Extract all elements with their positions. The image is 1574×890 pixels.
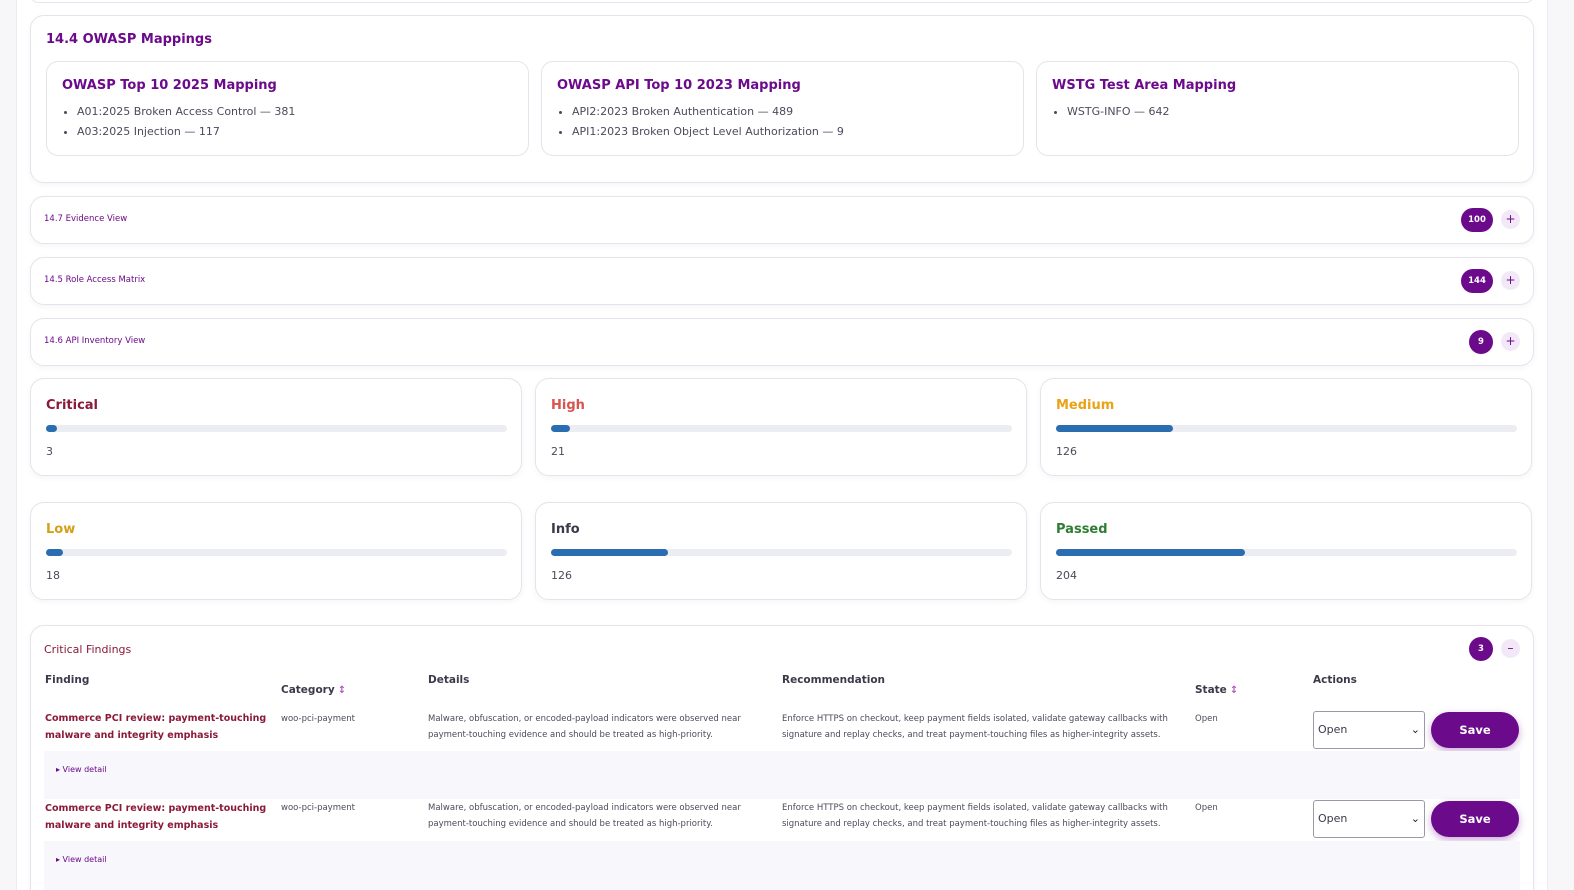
severity-count: 21	[551, 445, 565, 458]
mapping-group-title: OWASP API Top 10 2023 Mapping	[557, 78, 801, 93]
finding-category: woo-pci-payment	[281, 714, 355, 724]
finding-name: Commerce PCI review: payment-touching ma…	[45, 713, 267, 741]
severity-card-passed: Passed 204	[1040, 502, 1532, 600]
finding-state: Open	[1195, 714, 1218, 724]
severity-progress-track	[551, 549, 1012, 556]
section-label: 14.6 API Inventory View	[44, 336, 146, 346]
previous-section-card	[30, 0, 1534, 3]
critical-findings-card: Critical Findings 3 – Finding Category ↕ …	[30, 625, 1534, 890]
owasp-top10-mapping-card: OWASP Top 10 2025 Mapping A01:2025 Broke…	[46, 61, 529, 156]
finding-recommendation: Enforce HTTPS on checkout, keep payment …	[782, 714, 1168, 740]
column-header-actions: Actions	[1313, 674, 1357, 686]
save-button[interactable]: Save	[1431, 712, 1519, 748]
column-header-recommendation: Recommendation	[782, 674, 886, 686]
column-header-category[interactable]: Category ↕	[281, 684, 347, 696]
chevron-down-icon: ⌄	[1410, 812, 1420, 825]
severity-count: 18	[46, 569, 60, 582]
severity-progress-fill	[551, 425, 570, 432]
count-badge: 3	[1469, 637, 1493, 661]
severity-count: 126	[551, 569, 572, 582]
critical-findings-title: Critical Findings	[44, 643, 132, 656]
severity-count: 126	[1056, 445, 1077, 458]
count-badge: 100	[1461, 208, 1493, 232]
wstg-mapping-card: WSTG Test Area Mapping WSTG-INFO — 642	[1036, 61, 1519, 156]
owasp-mappings-card: 14.4 OWASP Mappings OWASP Top 10 2025 Ma…	[30, 15, 1534, 183]
collapse-icon[interactable]: –	[1501, 639, 1520, 658]
owasp-api-mapping-card: OWASP API Top 10 2023 Mapping API2:2023 …	[541, 61, 1024, 156]
severity-progress-fill	[46, 425, 58, 432]
section-role-access-matrix[interactable]: 14.5 Role Access Matrix 144 +	[30, 257, 1534, 305]
severity-name: Info	[551, 522, 580, 537]
finding-details: Malware, obfuscation, or encoded-payload…	[428, 803, 741, 829]
severity-progress-track	[1056, 549, 1517, 556]
mapping-item: A01:2025 Broken Access Control — 381	[77, 104, 295, 124]
detail-row: ▸ View detail	[44, 841, 1520, 890]
severity-card-critical: Critical 3	[30, 378, 522, 476]
severity-progress-track	[551, 425, 1012, 432]
column-header-state[interactable]: State ↕	[1195, 684, 1239, 696]
section-evidence-view[interactable]: 14.7 Evidence View 100 +	[30, 196, 1534, 244]
severity-progress-track	[46, 549, 507, 556]
expand-icon[interactable]: +	[1501, 332, 1520, 351]
count-badge: 144	[1461, 269, 1493, 293]
severity-count: 204	[1056, 569, 1077, 582]
severity-count: 3	[46, 445, 53, 458]
severity-progress-track	[1056, 425, 1517, 432]
owasp-mappings-title: 14.4 OWASP Mappings	[46, 32, 212, 47]
severity-progress-fill	[46, 549, 63, 556]
expand-icon[interactable]: +	[1501, 210, 1520, 229]
state-select[interactable]: Open ⌄	[1313, 800, 1425, 838]
finding-name: Commerce PCI review: payment-touching ma…	[45, 803, 267, 831]
section-label: 14.7 Evidence View	[44, 214, 128, 224]
severity-name: High	[551, 398, 585, 413]
detail-row: ▸ View detail	[44, 751, 1520, 799]
column-header-details: Details	[428, 674, 470, 686]
severity-progress-fill	[1056, 425, 1174, 432]
count-badge: 9	[1469, 330, 1493, 354]
severity-name: Critical	[46, 398, 99, 413]
section-label: 14.5 Role Access Matrix	[44, 275, 146, 285]
column-header-finding: Finding	[45, 674, 90, 686]
finding-category: woo-pci-payment	[281, 803, 355, 813]
chevron-down-icon: ⌄	[1410, 723, 1420, 736]
severity-name: Passed	[1056, 522, 1108, 537]
mapping-item: WSTG-INFO — 642	[1067, 104, 1170, 124]
mapping-item: API2:2023 Broken Authentication — 489	[572, 104, 844, 124]
mapping-group-title: WSTG Test Area Mapping	[1052, 78, 1237, 93]
mapping-item: API1:2023 Broken Object Level Authorizat…	[572, 124, 844, 144]
severity-card-high: High 21	[535, 378, 1027, 476]
expand-icon[interactable]: +	[1501, 271, 1520, 290]
finding-details: Malware, obfuscation, or encoded-payload…	[428, 714, 741, 740]
section-api-inventory-view[interactable]: 14.6 API Inventory View 9 +	[30, 318, 1534, 366]
severity-progress-fill	[551, 549, 669, 556]
severity-name: Low	[46, 522, 76, 537]
severity-progress-fill	[1056, 549, 1245, 556]
view-detail-toggle[interactable]: ▸ View detail	[56, 765, 107, 774]
finding-state: Open	[1195, 803, 1218, 813]
sort-icon[interactable]: ↕	[337, 685, 347, 696]
save-button[interactable]: Save	[1431, 801, 1519, 837]
severity-card-medium: Medium 126	[1040, 378, 1532, 476]
mapping-item: A03:2025 Injection — 117	[77, 124, 295, 144]
severity-card-info: Info 126	[535, 502, 1027, 600]
sort-icon[interactable]: ↕	[1229, 685, 1239, 696]
finding-recommendation: Enforce HTTPS on checkout, keep payment …	[782, 803, 1168, 829]
state-select[interactable]: Open ⌄	[1313, 711, 1425, 749]
severity-progress-track	[46, 425, 507, 432]
severity-card-low: Low 18	[30, 502, 522, 600]
view-detail-toggle[interactable]: ▸ View detail	[56, 855, 107, 864]
mapping-group-title: OWASP Top 10 2025 Mapping	[62, 78, 277, 93]
severity-name: Medium	[1056, 398, 1115, 413]
